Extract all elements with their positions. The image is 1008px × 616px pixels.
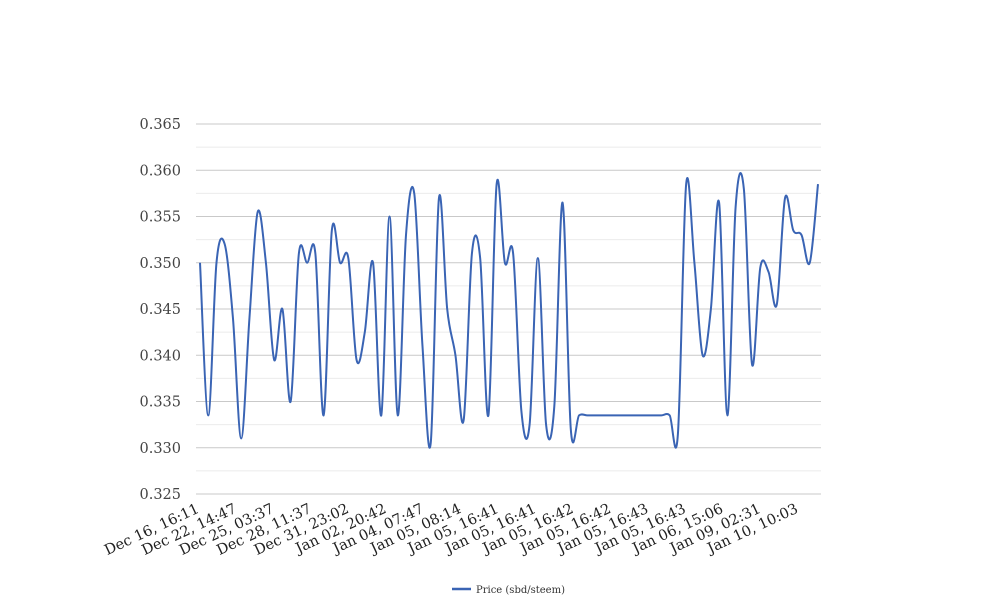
data-point [784,197,787,200]
data-point [223,243,226,246]
data-point [281,308,284,311]
series-line [199,172,819,449]
data-point [775,303,778,306]
data-point [528,423,531,426]
data-point [470,252,473,255]
data-point [800,234,803,237]
y-tick-label: 0.330 [139,441,181,457]
y-tick-label: 0.345 [139,302,181,318]
data-point [602,414,605,417]
data-point [297,252,300,255]
data-point [207,414,210,417]
data-point [652,414,655,417]
data-point [520,409,523,412]
data-point [264,261,267,264]
data-point [289,400,292,403]
y-tick-label: 0.335 [139,395,181,411]
data-point [693,261,696,264]
data-point [767,271,770,274]
data-point [619,414,622,417]
data-point [380,414,383,417]
data-point [701,354,704,357]
data-point [462,419,465,422]
data-point [751,363,754,366]
data-point [495,183,498,186]
data-point [248,317,251,320]
data-point [446,308,449,311]
data-point [586,414,589,417]
data-point [553,405,556,408]
data-point [668,414,671,417]
series-layer [199,172,820,449]
data-point [685,183,688,186]
data-point [405,234,408,237]
data-point [726,414,729,417]
data-point [396,414,399,417]
data-point [215,261,218,264]
data-point [231,317,234,320]
data-point [536,257,539,260]
data-point [503,261,506,264]
data-point [578,414,581,417]
data-point [330,229,333,232]
data-point [817,183,820,186]
y-tick-label: 0.340 [139,348,181,364]
data-point [487,414,490,417]
data-point [429,442,432,445]
data-point [355,358,358,361]
data-point [413,192,416,195]
data-point [792,229,795,232]
data-point [240,437,243,440]
data-point [199,261,202,264]
data-point [322,414,325,417]
data-point [561,201,564,204]
y-tick-label: 0.325 [139,487,181,503]
legend-label: Price (sbd/steem) [476,585,565,596]
data-point [339,261,342,264]
data-point [643,414,646,417]
data-point [734,206,737,209]
data-point [718,201,721,204]
data-point [479,257,482,260]
data-point [742,187,745,190]
y-tick-label: 0.365 [139,117,181,133]
data-point [660,414,663,417]
data-point [676,432,679,435]
data-point [256,210,259,213]
legend: Price (sbd/steem) [452,585,565,596]
data-point [363,331,366,334]
data-point [709,308,712,311]
data-point [627,414,630,417]
data-point [545,423,548,426]
data-point [372,261,375,264]
data-point [635,414,638,417]
data-point [512,252,515,255]
data-point [594,414,597,417]
data-point [808,261,811,264]
data-point [611,414,614,417]
y-axis-tick-labels: 0.325 0.330 0.335 0.340 0.345 0.350 0.355 0.360… [139,117,181,503]
data-point [454,354,457,357]
gridlines [196,123,821,495]
data-point [388,215,391,218]
y-tick-label: 0.360 [139,163,181,179]
data-point [421,345,424,348]
data-point [569,428,572,431]
data-point [306,261,309,264]
data-point [437,197,440,200]
data-point [347,257,350,260]
data-point [273,358,276,361]
y-tick-label: 0.350 [139,256,181,272]
data-point [314,252,317,255]
data-point [759,266,762,269]
y-tick-label: 0.355 [139,210,181,226]
